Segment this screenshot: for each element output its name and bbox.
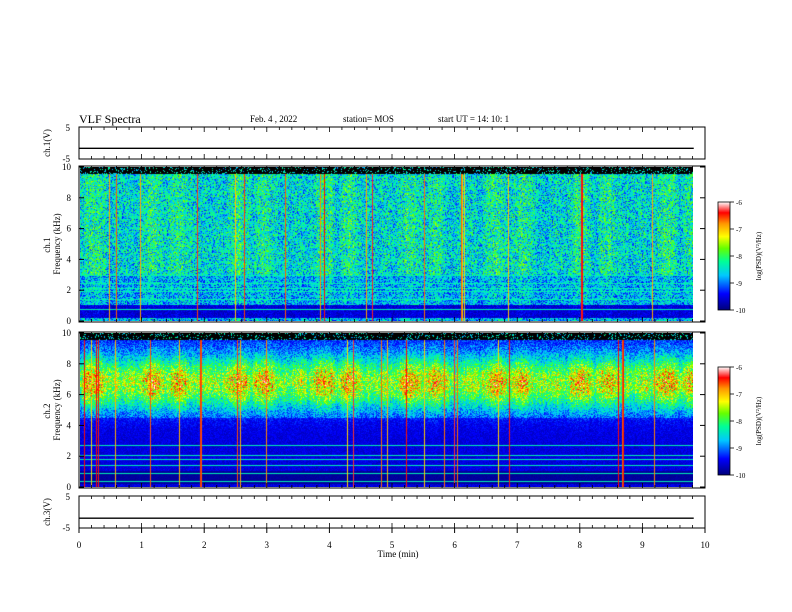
ch2-colorbar: -6 -7 -8 -9 -10 log(PSD)(V²/Hz)	[717, 364, 763, 480]
ytick-label: 10	[62, 328, 72, 338]
ch2-spectrogram-panel: 0 2 4 6 8 10 ch.2 Frequency (kHz)	[42, 328, 706, 492]
ytick-label: 8	[67, 193, 72, 203]
ch2-spectrogram-ylabel-ch: ch.2 Frequency (kHz)	[42, 379, 62, 440]
xtick-label: 7	[515, 540, 520, 550]
ytick-label: 4	[67, 254, 72, 264]
xtick-label: 10	[701, 540, 711, 550]
colorbar-tick-label: -8	[736, 253, 742, 261]
station-label: station= MOS	[343, 114, 394, 124]
colorbar-tick-label: -9	[736, 445, 742, 453]
xtick-label: 6	[452, 540, 457, 550]
start-ut-label: start UT = 14: 10: 1	[438, 114, 510, 124]
ytick-label: 4	[67, 420, 72, 430]
ch1-voltage-ylabel: ch.1(V)	[42, 129, 52, 157]
ch1-spectrogram-ylabel-ch: ch.1 Frequency (kHz)	[42, 213, 62, 274]
ytick-label: 2	[67, 451, 72, 461]
time-axis: 0 1 2 3 4 5 6 7 8 9 10	[77, 528, 710, 550]
ch1-colorbar-gradient	[717, 201, 731, 311]
colorbar-tick-label: -10	[736, 307, 746, 315]
ch1-colorbar: -6 -7 -8 -9 -10 log(PSD)(V²/Hz)	[717, 199, 763, 315]
time-axis-label: Time (min)	[378, 549, 419, 559]
xtick-label: 1	[139, 540, 144, 550]
ch1-colorbar-label: log(PSD)(V²/Hz)	[755, 231, 763, 280]
colorbar-tick-label: -10	[736, 472, 746, 480]
ch2-spectrogram-image	[80, 333, 693, 487]
date-label: Feb. 4 , 2022	[250, 114, 298, 124]
colorbar-tick-label: -6	[736, 199, 742, 207]
colorbar-tick-label: -7	[736, 391, 742, 399]
ch1-yticks: 0 2 4 6 8 10	[62, 162, 705, 326]
ytick-label: 0	[67, 316, 72, 326]
ch2-colorbar-gradient	[717, 366, 731, 476]
ch2-yticks: 0 2 4 6 8 10	[62, 328, 705, 492]
panel-time-ticks	[78, 127, 706, 528]
xtick-label: 5	[390, 540, 395, 550]
ch1-spectrogram-panel: 0 2 4 6 8 10 ch.1 Frequency (kHz)	[42, 162, 706, 326]
ch1-freq-ylabel: ch.1	[42, 238, 52, 253]
ch1-spectrogram-image	[80, 167, 693, 321]
figure-title: VLF Spectra	[79, 112, 141, 126]
ch1ylab-line2: Frequency (kHz)	[52, 213, 62, 274]
xtick-label: 8	[578, 540, 583, 550]
ytick-label: 6	[67, 390, 72, 400]
colorbar-tick-label: -8	[736, 418, 742, 426]
ytick-label: 6	[67, 224, 72, 234]
ytick-label: 0	[67, 482, 72, 492]
ch1-ytick-bottom: -5	[63, 154, 71, 164]
colorbar-tick-label: -6	[736, 364, 742, 372]
ytick-label: 2	[67, 285, 72, 295]
xtick-label: 4	[327, 540, 332, 550]
ch3-voltage-ylabel: ch.3(V)	[42, 498, 52, 526]
ch2ylab-line2: Frequency (kHz)	[52, 379, 62, 440]
ch2-freq-ylabel: ch.2	[42, 404, 52, 419]
xtick-label: 3	[265, 540, 270, 550]
xtick-label: 2	[202, 540, 207, 550]
ytick-label: 10	[62, 162, 72, 172]
ch3-ytick-top: 5	[66, 492, 71, 502]
ytick-label: 8	[67, 359, 72, 369]
xtick-label: 9	[640, 540, 645, 550]
ch3-ytick-bottom: -5	[63, 523, 71, 533]
colorbar-tick-label: -7	[736, 226, 742, 234]
ch1-ytick-top: 5	[66, 123, 71, 133]
colorbar-tick-label: -9	[736, 280, 742, 288]
xtick-label: 0	[77, 540, 82, 550]
ch2-colorbar-label: log(PSD)(V²/Hz)	[755, 396, 763, 445]
